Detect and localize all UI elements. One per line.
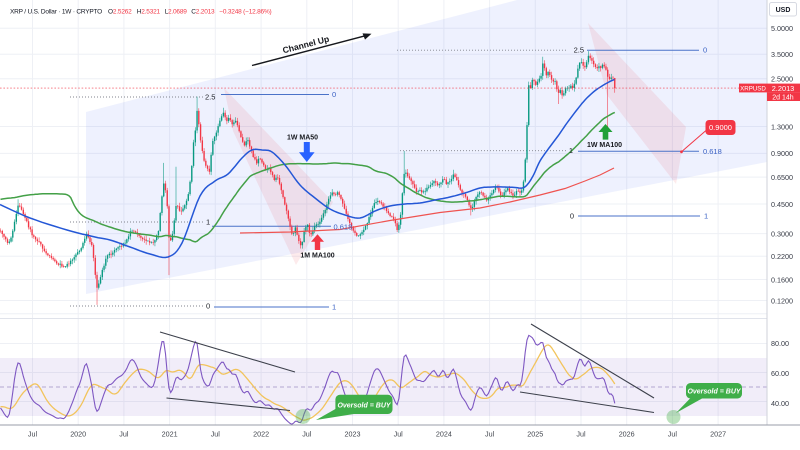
svg-text:0: 0 xyxy=(570,212,574,221)
svg-text:1W MA100: 1W MA100 xyxy=(587,142,622,149)
svg-text:2.5000: 2.5000 xyxy=(771,75,793,84)
svg-text:1: 1 xyxy=(569,146,573,155)
svg-text:5.0000: 5.0000 xyxy=(771,24,793,33)
svg-text:2026: 2026 xyxy=(619,430,635,439)
svg-text:Jul: Jul xyxy=(668,430,678,439)
svg-text:1.3000: 1.3000 xyxy=(771,122,793,131)
svg-text:2.5: 2.5 xyxy=(205,93,215,102)
svg-text:0.618: 0.618 xyxy=(703,147,722,156)
svg-text:2023: 2023 xyxy=(345,430,361,439)
svg-text:60.00: 60.00 xyxy=(771,369,789,378)
svg-text:2020: 2020 xyxy=(70,430,86,439)
svg-text:0.9000: 0.9000 xyxy=(771,149,793,158)
svg-text:Jul: Jul xyxy=(576,430,586,439)
svg-text:0.4500: 0.4500 xyxy=(771,200,793,209)
svg-text:1: 1 xyxy=(206,218,210,227)
svg-text:40.00: 40.00 xyxy=(771,399,789,408)
svg-text:1M MA100: 1M MA100 xyxy=(300,253,334,260)
svg-text:Jul: Jul xyxy=(394,430,404,439)
svg-text:1: 1 xyxy=(332,303,336,312)
svg-text:XRP / U.S. Dollar · 1W · CRYPT: XRP / U.S. Dollar · 1W · CRYPTO O2.5262 H2… xyxy=(10,8,272,15)
svg-text:0: 0 xyxy=(332,90,336,99)
svg-text:Jul: Jul xyxy=(28,430,38,439)
svg-text:2021: 2021 xyxy=(162,430,178,439)
svg-text:0.1600: 0.1600 xyxy=(771,275,793,284)
svg-text:Oversold = BUY: Oversold = BUY xyxy=(337,402,391,409)
svg-text:0.9000: 0.9000 xyxy=(709,123,732,132)
svg-text:0.3000: 0.3000 xyxy=(771,229,793,238)
svg-text:USD: USD xyxy=(776,7,791,14)
svg-text:80.00: 80.00 xyxy=(771,339,789,348)
svg-text:Jul: Jul xyxy=(302,430,312,439)
svg-text:2022: 2022 xyxy=(253,430,269,439)
svg-text:2.5: 2.5 xyxy=(574,46,584,55)
svg-text:3.5000: 3.5000 xyxy=(771,50,793,59)
svg-text:2025: 2025 xyxy=(527,430,543,439)
svg-text:2.2013: 2.2013 xyxy=(772,84,795,93)
svg-text:0: 0 xyxy=(206,302,210,311)
svg-text:Jul: Jul xyxy=(211,430,221,439)
svg-text:0.2200: 0.2200 xyxy=(771,252,793,261)
svg-text:1: 1 xyxy=(704,212,708,221)
svg-text:Oversold = BUY: Oversold = BUY xyxy=(687,389,741,396)
svg-text:Jul: Jul xyxy=(119,430,129,439)
svg-text:0: 0 xyxy=(703,46,707,55)
svg-text:Jul: Jul xyxy=(485,430,495,439)
svg-text:0.6500: 0.6500 xyxy=(771,173,793,182)
svg-text:2027: 2027 xyxy=(710,430,726,439)
svg-text:2d 14h: 2d 14h xyxy=(772,94,794,101)
svg-text:0.618: 0.618 xyxy=(334,222,353,231)
svg-text:XRPUSD: XRPUSD xyxy=(740,85,766,92)
svg-text:2024: 2024 xyxy=(436,430,452,439)
svg-text:0.1200: 0.1200 xyxy=(771,296,793,305)
svg-text:1W MA50: 1W MA50 xyxy=(287,135,318,142)
